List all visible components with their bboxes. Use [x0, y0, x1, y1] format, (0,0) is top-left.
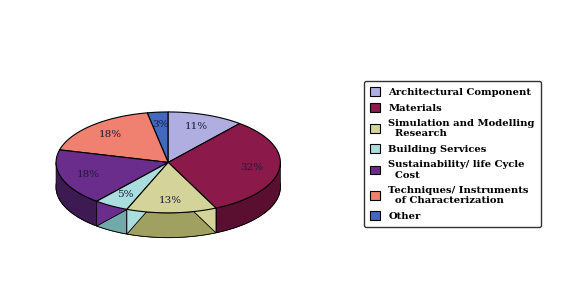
Text: 32%: 32%: [240, 163, 263, 172]
Text: 18%: 18%: [99, 130, 122, 139]
Legend: Architectural Component, Materials, Simulation and Modelling
  Research, Buildin: Architectural Component, Materials, Simu…: [364, 81, 541, 227]
Polygon shape: [168, 162, 216, 233]
Polygon shape: [127, 162, 216, 213]
Polygon shape: [168, 162, 216, 233]
Ellipse shape: [56, 137, 280, 237]
Polygon shape: [97, 162, 168, 226]
Polygon shape: [97, 162, 168, 209]
Polygon shape: [97, 162, 168, 226]
Polygon shape: [60, 113, 168, 162]
Text: 3%: 3%: [152, 120, 169, 129]
Polygon shape: [168, 124, 280, 208]
Polygon shape: [56, 150, 168, 201]
Text: 13%: 13%: [160, 196, 182, 205]
Polygon shape: [168, 112, 240, 162]
Text: 11%: 11%: [185, 122, 208, 131]
Polygon shape: [216, 162, 280, 233]
Polygon shape: [97, 201, 127, 234]
Polygon shape: [127, 162, 168, 234]
Polygon shape: [56, 162, 97, 226]
Text: 5%: 5%: [117, 190, 133, 200]
Text: 18%: 18%: [77, 170, 100, 179]
Polygon shape: [127, 208, 216, 237]
Polygon shape: [147, 112, 168, 162]
Polygon shape: [127, 162, 168, 234]
